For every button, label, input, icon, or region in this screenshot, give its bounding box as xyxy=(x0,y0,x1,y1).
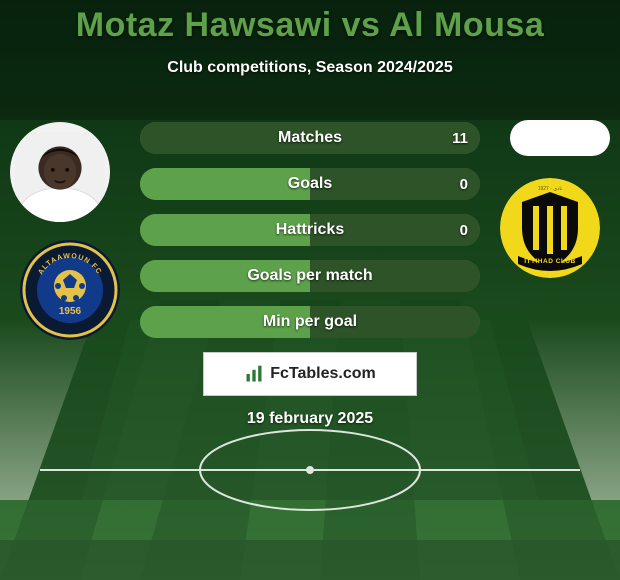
title-player1: Motaz Hawsawi xyxy=(76,6,332,44)
stat-row: Min per goal xyxy=(140,306,480,338)
stat-label: Matches xyxy=(278,129,342,147)
title-vs: vs xyxy=(342,6,381,44)
svg-text:نادي · 1927: نادي · 1927 xyxy=(538,186,563,192)
player2-club-crest: ITTIHAD CLUB نادي · 1927 xyxy=(500,178,600,278)
svg-text:ITTIHAD CLUB: ITTIHAD CLUB xyxy=(524,258,576,265)
stats-panel: 11 Matches 0 Goals 0 Hattricks Goals per match… xyxy=(140,122,480,352)
stat-right-value: 0 xyxy=(460,222,468,239)
stat-row: 11 Matches xyxy=(140,122,480,154)
bar-chart-icon xyxy=(244,364,264,384)
stat-row: 0 Hattricks xyxy=(140,214,480,246)
stat-bar-left xyxy=(140,168,310,200)
date: 19 february 2025 xyxy=(0,410,620,428)
player1-photo xyxy=(10,122,110,222)
stat-label: Goals per match xyxy=(247,267,372,285)
svg-text:1956: 1956 xyxy=(59,306,82,317)
title-player2: Al Mousa xyxy=(389,6,544,44)
page-title: Motaz Hawsawi vs Al Mousa xyxy=(0,0,620,45)
watermark[interactable]: FcTables.com xyxy=(203,352,417,396)
stat-row: Goals per match xyxy=(140,260,480,292)
stat-label: Hattricks xyxy=(276,221,344,239)
player2-photo xyxy=(510,120,610,156)
stat-label: Min per goal xyxy=(263,313,357,331)
stat-right-value: 11 xyxy=(452,130,468,147)
subtitle: Club competitions, Season 2024/2025 xyxy=(0,59,620,77)
stat-right-value: 0 xyxy=(460,176,468,193)
watermark-text: FcTables.com xyxy=(270,365,376,383)
stat-row: 0 Goals xyxy=(140,168,480,200)
player1-club-crest: 1956 ALTAAWOUN FC xyxy=(20,240,120,340)
stat-bar-right xyxy=(310,168,480,200)
stat-label: Goals xyxy=(288,175,332,193)
